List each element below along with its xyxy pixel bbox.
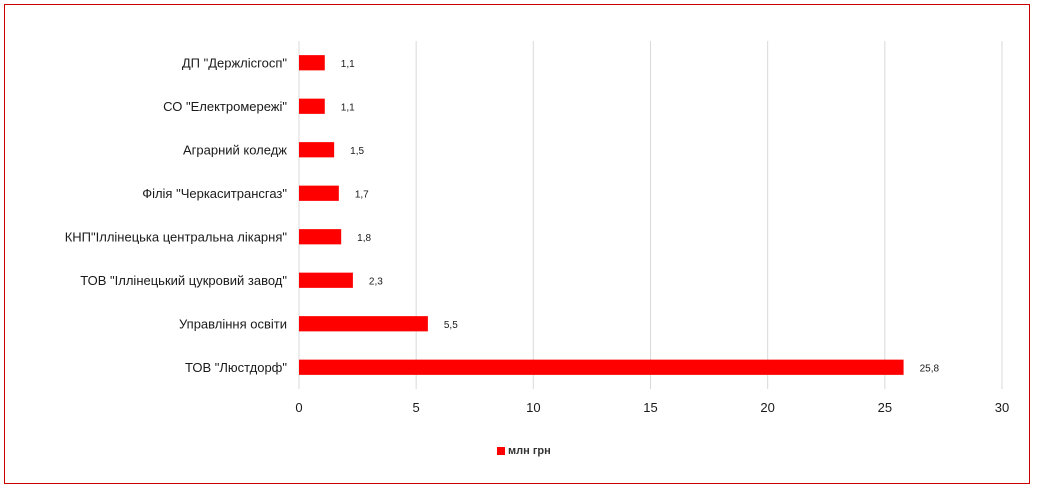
data-label: 2,3	[369, 276, 383, 287]
legend-swatch	[497, 447, 505, 455]
category-label: Управління освіти	[179, 316, 287, 331]
data-label: 1,7	[355, 189, 369, 200]
data-labels: 1,1 1,1 1,5 1,7 1,8 2,3 5,5 25,8	[341, 59, 940, 375]
category-label: ТОВ "Люстдорф"	[185, 360, 287, 375]
bar-chart: ДП "Держлісгосп" СО "Електромережі" Аграрн…	[65, 41, 1009, 415]
bar	[299, 229, 342, 245]
bar	[299, 55, 325, 71]
bar	[299, 142, 335, 158]
bars	[299, 55, 904, 375]
x-tick-label: 0	[295, 400, 302, 415]
data-label: 1,1	[341, 59, 355, 70]
legend-label: млн грн	[508, 445, 551, 457]
x-tick-label: 5	[413, 400, 420, 415]
x-tick-label: 30	[995, 400, 1009, 415]
data-label: 1,5	[350, 146, 364, 157]
x-tick-label: 15	[643, 400, 657, 415]
data-label: 1,8	[357, 233, 371, 244]
bar	[299, 316, 428, 332]
bar	[299, 272, 353, 288]
bar	[299, 185, 339, 201]
category-labels: ДП "Держлісгосп" СО "Електромережі" Аграрн…	[65, 55, 288, 375]
chart-frame: ДП "Держлісгосп" СО "Електромережі" Аграрн…	[4, 4, 1030, 484]
category-label: КНП"Іллінецька центральна лікарня"	[65, 229, 288, 244]
category-label: Філія "Черкаситрансгаз"	[142, 186, 287, 201]
bar	[299, 98, 325, 114]
x-tick-label: 10	[526, 400, 540, 415]
x-axis-tick-labels: 0 5 10 15 20 25 30	[295, 400, 1009, 415]
x-tick-label: 25	[878, 400, 892, 415]
gridlines	[298, 41, 1003, 389]
bar	[299, 359, 904, 375]
data-label: 25,8	[920, 363, 940, 374]
data-label: 1,1	[341, 102, 355, 113]
x-tick-label: 20	[760, 400, 774, 415]
category-label: СО "Електромережі"	[163, 99, 287, 114]
category-label: ДП "Держлісгосп"	[182, 55, 288, 70]
legend: млн грн	[497, 445, 551, 457]
data-label: 5,5	[444, 320, 458, 331]
category-label: Аграрний коледж	[183, 142, 287, 157]
category-label: ТОВ "Іллінецький цукровий завод"	[80, 273, 287, 288]
